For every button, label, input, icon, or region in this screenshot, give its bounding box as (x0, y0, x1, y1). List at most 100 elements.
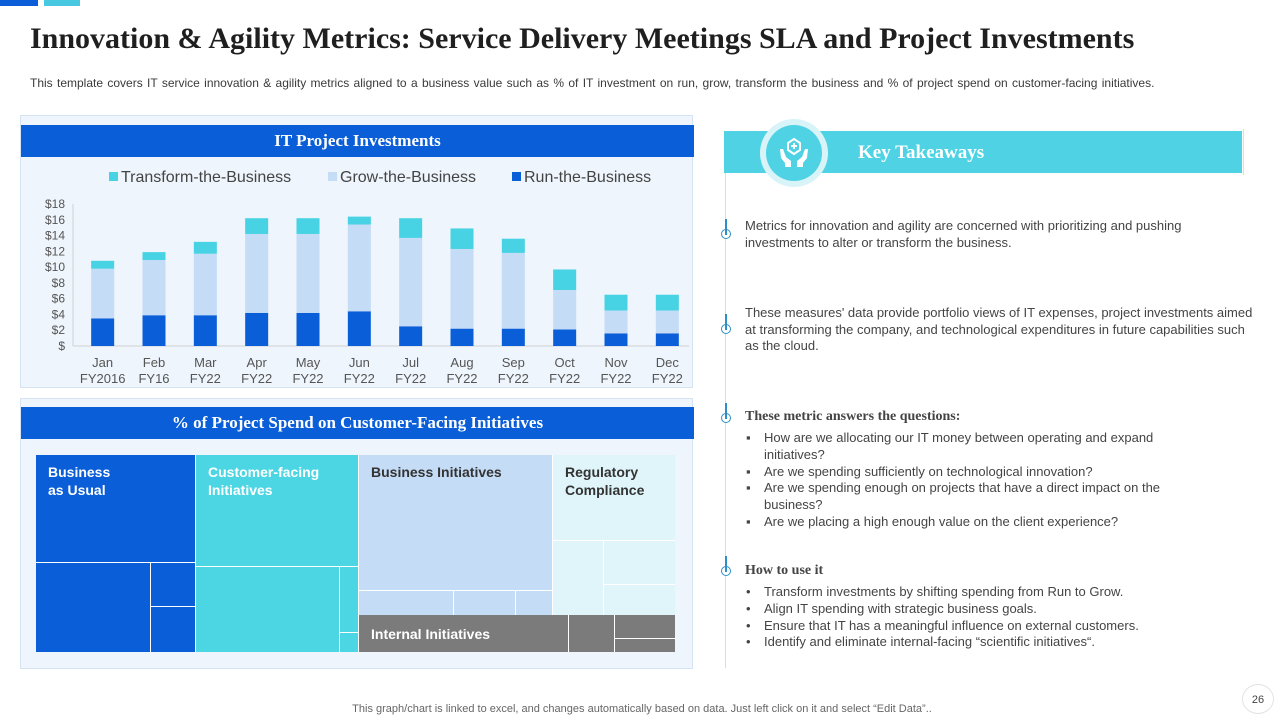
treemap-rc-cell[interactable] (604, 541, 675, 585)
bar-segment (553, 269, 577, 290)
bar-segment (399, 326, 423, 346)
bau-label-line2: as Usual (48, 482, 106, 498)
x-tick-label: FY22 (446, 371, 477, 386)
treemap-cfi-cell[interactable] (196, 567, 340, 652)
bar-segment (553, 289, 577, 330)
banner-edge (1240, 129, 1244, 175)
list-item: • Identify and eliminate internal-facing … (746, 634, 1095, 650)
treemap-cfi-main[interactable]: Customer-facing Initiatives (196, 455, 358, 567)
x-tick-label: Jul (402, 355, 419, 370)
bar-segment (142, 252, 166, 261)
treemap-rc-cell[interactable] (553, 541, 604, 615)
x-tick-label: Sep (502, 355, 525, 370)
page-subtitle: This template covers IT service innovati… (30, 76, 1155, 90)
y-tick-label: $4 (52, 307, 66, 321)
bar-segment (193, 253, 217, 316)
x-tick-label: FY22 (292, 371, 323, 386)
y-tick-label: $10 (45, 260, 65, 274)
bar-segment (296, 218, 320, 234)
y-tick-label: $2 (52, 323, 66, 337)
treemap-bau-main[interactable]: Business as Usual (36, 455, 196, 563)
x-tick-label: Aug (450, 355, 473, 370)
treemap-bi-cell[interactable] (358, 591, 454, 615)
bar-segment (501, 238, 525, 253)
it-project-investments-panel: IT Project Investments Transform-the-Bus… (20, 115, 694, 389)
treemap-ii-cell[interactable] (569, 615, 615, 652)
bau-label-line1: Business (48, 464, 111, 480)
bar-segment (91, 318, 115, 346)
cfi-label-line1: Customer-facing (208, 464, 320, 480)
bar-segment (193, 241, 217, 254)
treemap-title: % of Project Spend on Customer-Facing In… (21, 407, 694, 439)
treemap-bau-cell[interactable] (36, 563, 151, 652)
treemap-bi-cell[interactable] (516, 591, 553, 615)
x-tick-label: FY22 (652, 371, 683, 386)
bar-segment (604, 294, 628, 311)
bar-segment (399, 237, 423, 327)
bar-segment (91, 260, 115, 269)
bar-chart[interactable]: Transform-the-Business Grow-the-Business R… (21, 116, 694, 389)
treemap-cfi-cell[interactable] (340, 633, 358, 652)
hands-care-icon (780, 137, 808, 167)
bar-segment (296, 233, 320, 313)
bar-segment (347, 216, 371, 225)
bar-segment (553, 329, 577, 346)
treemap-bi-main[interactable]: Business Initiatives (358, 455, 553, 591)
x-tick-label: FY16 (138, 371, 169, 386)
bar-segment (347, 224, 371, 312)
bar-segment (604, 333, 628, 346)
accent-bar-teal (44, 0, 80, 6)
bar-segment (450, 328, 474, 346)
list-item: • Align IT spending with strategic busine… (746, 600, 1037, 616)
x-tick-label: FY22 (549, 371, 580, 386)
bar-segment (193, 315, 217, 346)
treemap-ii-cell[interactable] (615, 615, 675, 639)
key-takeaways-title: Key Takeaways (858, 142, 985, 163)
chart-title: IT Project Investments (21, 125, 694, 157)
legend-label: Run-the-Business (524, 169, 651, 186)
treemap-rc-cell[interactable] (604, 585, 675, 615)
list-item: • Transform investments by shifting spend… (746, 584, 1124, 599)
bar-segment (604, 310, 628, 334)
treemap-ii-main[interactable]: Internal Initiatives (358, 615, 569, 652)
list-item: ▪ Are we spending enough on projects that… (746, 480, 1161, 513)
treemap-rc-main[interactable]: Regulatory Compliance (553, 455, 675, 541)
rc-label-line2: Compliance (565, 482, 645, 498)
timeline-tick (725, 403, 727, 419)
x-tick-label: FY22 (190, 371, 221, 386)
bar-segment (450, 228, 474, 249)
x-tick-label: FY2016 (80, 371, 126, 386)
treemap-bau-cell[interactable] (151, 563, 196, 607)
bar-segment (142, 315, 166, 346)
bar-segment (245, 218, 269, 234)
bar-segment (399, 218, 423, 238)
x-tick-label: Jan (92, 355, 113, 370)
treemap-ii-cell[interactable] (615, 639, 675, 652)
howto-list: • Transform investments by shifting spend… (745, 584, 1245, 651)
treemap-bi-cell[interactable] (454, 591, 516, 615)
bar-segment (450, 248, 474, 329)
bar-segment (296, 312, 320, 346)
x-tick-label: Dec (656, 355, 680, 370)
bar-segment (501, 252, 525, 329)
bar-segment (245, 312, 269, 346)
bar-segment (91, 268, 115, 319)
bar-segment (501, 328, 525, 346)
x-tick-label: FY22 (600, 371, 631, 386)
bar-segment (245, 233, 269, 313)
footer-note: This graph/chart is linked to excel, and… (352, 703, 932, 715)
x-tick-label: Feb (143, 355, 165, 370)
list-item: • Ensure that IT has a meaningful influen… (746, 617, 1139, 633)
ii-label: Internal Initiatives (371, 626, 491, 642)
treemap-bau-cell[interactable] (151, 607, 196, 652)
rc-label-line1: Regulatory (565, 464, 639, 480)
y-tick-label: $ (58, 339, 65, 353)
x-tick-label: Jun (349, 355, 370, 370)
x-tick-label: FY22 (241, 371, 272, 386)
y-tick-label: $14 (45, 229, 65, 243)
takeaway-paragraph-2: These measures' data provide portfolio v… (745, 305, 1253, 353)
y-tick-label: $18 (45, 197, 65, 211)
treemap-cfi-cell[interactable] (340, 567, 358, 633)
howto-heading: How to use it (745, 563, 824, 578)
bar-segment (655, 310, 679, 334)
